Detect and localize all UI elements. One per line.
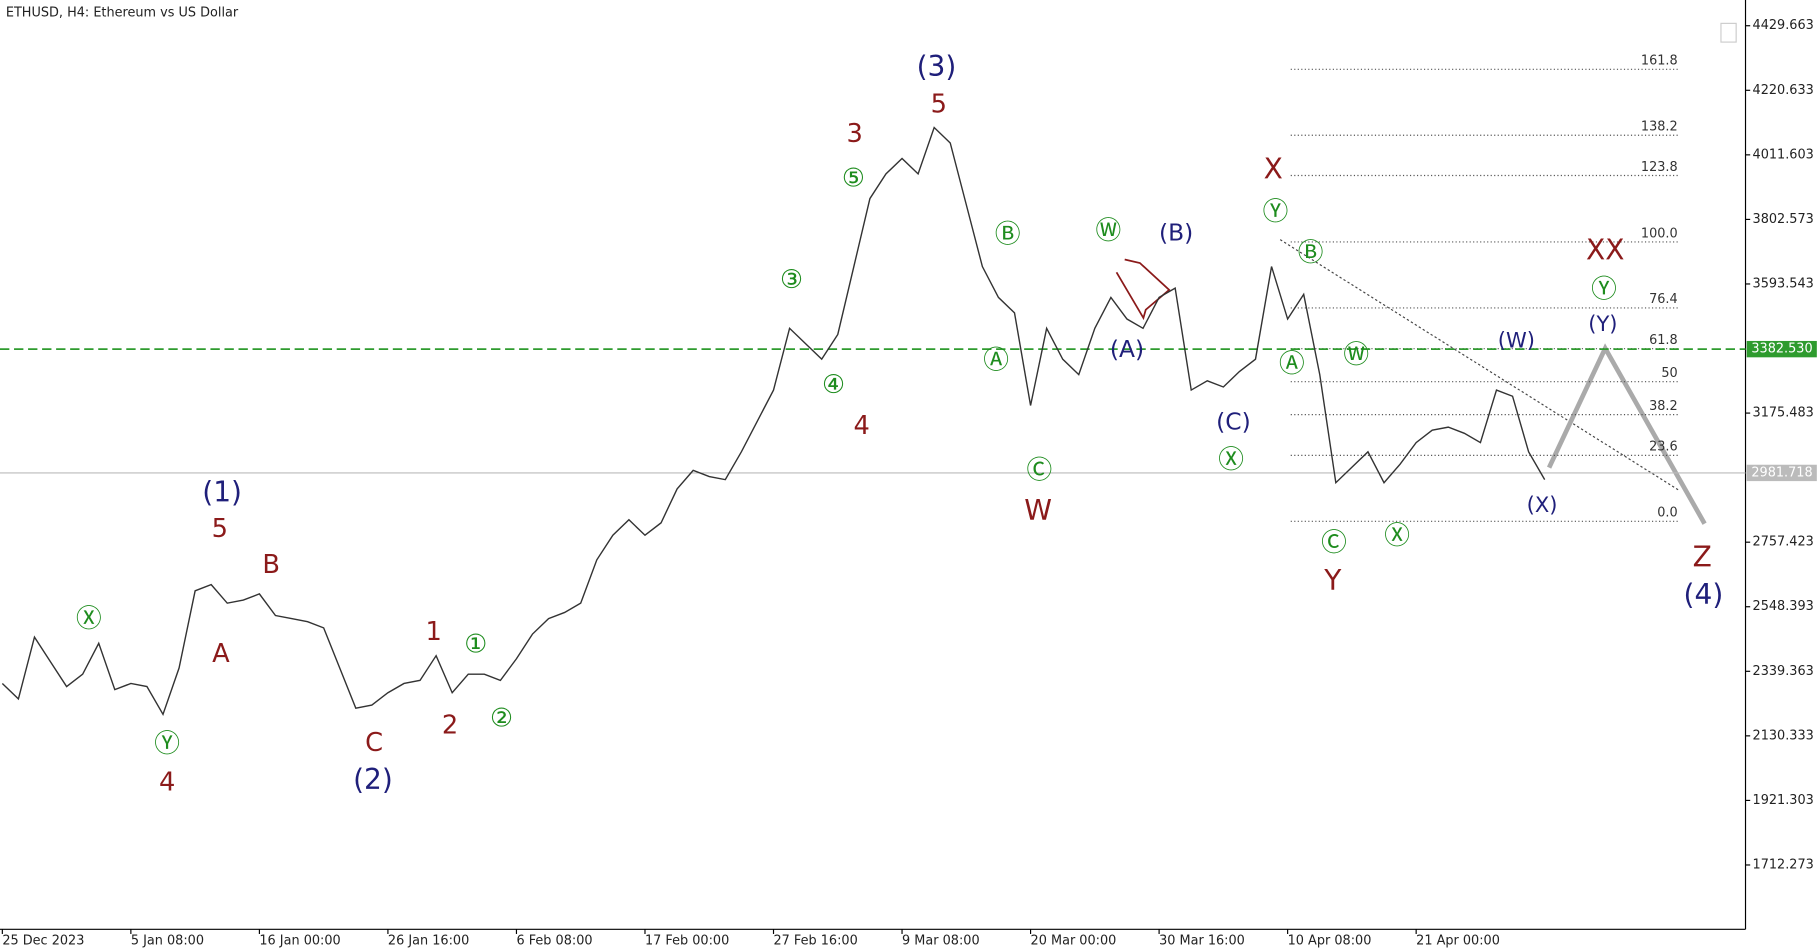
fib-label: 23.6	[1649, 440, 1678, 455]
x-tick-label: 20 Mar 00:00	[1031, 933, 1117, 948]
fib-label: 38.2	[1649, 399, 1678, 414]
price-box-label: 3382.530	[1751, 342, 1812, 357]
x-tick-label: 26 Jan 16:00	[388, 933, 469, 948]
y-tick-label: 4429.663	[1753, 18, 1814, 33]
y-tick-label: 3802.573	[1753, 212, 1814, 227]
wave-label: Ⓒ	[1321, 528, 1347, 558]
wave-label: 4	[159, 768, 175, 798]
y-tick-label: 1921.303	[1753, 793, 1814, 808]
wave-label: 4	[853, 411, 869, 441]
x-tick-label: 30 Mar 16:00	[1159, 933, 1245, 948]
wave-label: (3)	[917, 50, 957, 83]
fib-label: 50	[1661, 366, 1677, 381]
wave-label: (2)	[353, 763, 393, 796]
wave-label: (X)	[1527, 492, 1558, 517]
wave-label: ③	[780, 265, 803, 295]
wave-label: B	[262, 550, 280, 580]
y-tick-label: 3593.543	[1753, 276, 1814, 291]
y-tick-label: 4011.603	[1753, 147, 1814, 162]
wave-label: XX	[1586, 233, 1624, 266]
price-line-series	[1, 126, 1546, 717]
fib-label: 61.8	[1649, 333, 1678, 348]
y-tick-label: 1712.273	[1753, 857, 1814, 872]
fib-label: 0.0	[1657, 506, 1677, 521]
y-tick-label: 2130.333	[1753, 728, 1814, 743]
wave-label: Ⓦ	[1343, 340, 1369, 370]
trade-button[interactable]	[1720, 22, 1737, 43]
wave-label: Ⓨ	[154, 729, 180, 759]
wave-label: W	[1024, 494, 1052, 527]
x-tick-label: 5 Jan 08:00	[131, 933, 204, 948]
price-box-label: 2981.718	[1751, 465, 1812, 480]
trend-line	[1279, 239, 1681, 492]
wave-label: 1	[426, 617, 442, 647]
x-tick-label: 27 Feb 16:00	[774, 933, 858, 948]
x-tick-label: 9 Mar 08:00	[902, 933, 980, 948]
wave-label: (C)	[1216, 408, 1251, 436]
fib-label: 76.4	[1649, 292, 1678, 307]
wave-label: 5	[212, 514, 228, 544]
price-box	[1746, 340, 1817, 358]
wave-label: Ⓒ	[1026, 456, 1052, 486]
wave-label: ②	[490, 703, 513, 733]
wave-label: Ⓑ	[995, 219, 1021, 249]
chart-title: ETHUSD, H4: Ethereum vs US Dollar	[6, 5, 239, 20]
wave-label: (A)	[1110, 335, 1144, 363]
y-tick-label: 2548.393	[1753, 599, 1814, 614]
wave-label: Ⓧ	[1218, 445, 1244, 475]
x-tick-label: 6 Feb 08:00	[516, 933, 592, 948]
wave-label: ④	[822, 370, 845, 400]
wave-label: Y	[1323, 564, 1342, 597]
y-tick-label: 2339.363	[1753, 664, 1814, 679]
x-tick-label: 10 Apr 08:00	[1288, 933, 1372, 948]
price-box	[1746, 464, 1817, 482]
wave-label: 3	[846, 119, 862, 149]
wave-label: 2	[442, 710, 458, 740]
wave-label: A	[212, 639, 230, 669]
wave-label: ①	[464, 630, 487, 660]
wave-label: ⑤	[842, 163, 865, 193]
x-tick-label: 17 Feb 00:00	[645, 933, 729, 948]
wave-label: (1)	[202, 475, 242, 508]
y-tick-label: 3175.483	[1753, 406, 1814, 421]
wave-label: Ⓨ	[1263, 197, 1289, 227]
wave-label: C	[365, 728, 383, 758]
fib-label: 161.8	[1641, 54, 1678, 69]
wave-label: (4)	[1684, 578, 1724, 611]
wave-label: Z	[1693, 541, 1712, 574]
wave-label: 5	[931, 90, 947, 120]
wave-label: Ⓑ	[1298, 238, 1324, 268]
fib-label: 100.0	[1641, 226, 1678, 241]
wave-label: Ⓦ	[1095, 216, 1121, 246]
wave-label: (B)	[1159, 218, 1193, 246]
y-tick-label: 4220.633	[1753, 83, 1814, 98]
wave-label: Ⓐ	[983, 346, 1009, 376]
wave-label: Ⓧ	[1384, 521, 1410, 551]
wave-label: Ⓧ	[76, 604, 102, 634]
wave-label: (Y)	[1588, 311, 1617, 336]
x-tick-label: 25 Dec 2023	[2, 933, 84, 948]
fib-label: 138.2	[1641, 120, 1678, 135]
wave-label: X	[1264, 153, 1283, 186]
y-tick-label: 2757.423	[1753, 535, 1814, 550]
wave-label: Ⓐ	[1279, 349, 1305, 379]
wave-label: Ⓨ	[1591, 274, 1617, 304]
x-tick-label: 21 Apr 00:00	[1416, 933, 1500, 948]
x-tick-label: 16 Jan 00:00	[259, 933, 340, 948]
wave-label: (W)	[1498, 327, 1535, 352]
fib-label: 123.8	[1641, 160, 1678, 175]
